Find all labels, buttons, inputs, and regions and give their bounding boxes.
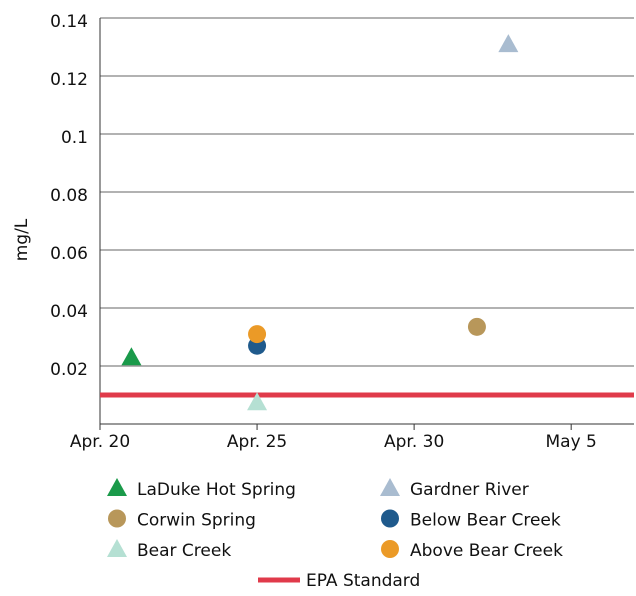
triangle-marker — [121, 347, 142, 366]
legend-marker — [380, 478, 400, 496]
y-tick-label: 0.12 — [50, 70, 88, 90]
legend-label: Below Bear Creek — [410, 511, 561, 531]
y-tick-label: 0.04 — [50, 302, 88, 322]
legend-label: Bear Creek — [137, 541, 231, 561]
legend-label: EPA Standard — [306, 571, 420, 591]
triangle-marker — [498, 34, 519, 53]
triangle-marker — [247, 392, 268, 411]
legend-label: Above Bear Creek — [410, 541, 563, 561]
y-axis-label: mg/L — [12, 218, 32, 261]
legend-label: Corwin Spring — [137, 511, 256, 531]
legend-marker — [107, 478, 127, 496]
circle-marker — [248, 325, 267, 344]
x-tick-label: May 5 — [545, 432, 596, 452]
y-tick-label: 0.08 — [50, 186, 88, 206]
x-tick-label: Apr. 25 — [227, 432, 287, 452]
legend-marker — [108, 509, 126, 528]
legend-label: LaDuke Hot Spring — [137, 480, 296, 500]
x-tick-label: Apr. 30 — [384, 432, 444, 452]
legend-marker — [381, 540, 399, 558]
y-tick-label: 0.1 — [61, 128, 88, 148]
legend-marker — [381, 509, 399, 528]
x-tick-label: Apr. 20 — [70, 432, 130, 452]
legend-marker — [107, 539, 127, 557]
y-tick-label: 0.14 — [50, 12, 88, 32]
legend-label: Gardner River — [410, 480, 529, 500]
y-tick-label: 0.02 — [50, 360, 88, 380]
y-tick-label: 0.06 — [50, 244, 88, 264]
circle-marker — [467, 317, 486, 336]
